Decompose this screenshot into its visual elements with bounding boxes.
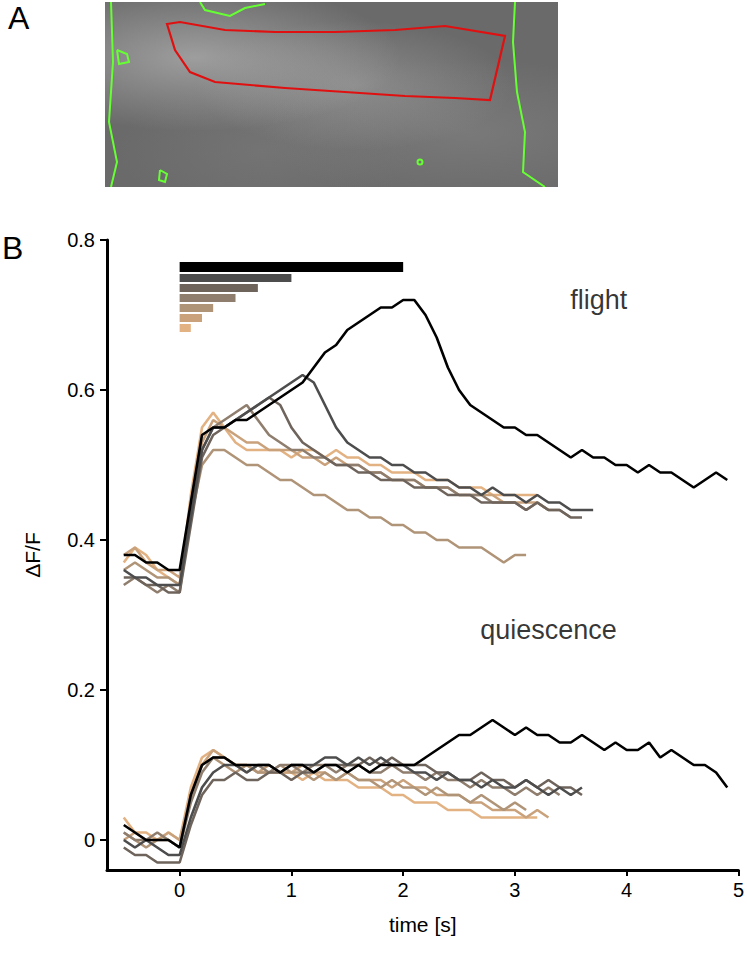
svg-text:0: 0 xyxy=(84,829,95,851)
svg-text:0: 0 xyxy=(174,879,185,901)
svg-text:5: 5 xyxy=(733,879,744,901)
svg-text:ΔF/F: ΔF/F xyxy=(21,532,44,578)
svg-text:0.6: 0.6 xyxy=(67,379,95,401)
svg-text:quiescence: quiescence xyxy=(480,615,617,645)
svg-text:time [s]: time [s] xyxy=(389,913,457,936)
svg-text:1: 1 xyxy=(286,879,297,901)
svg-text:0.4: 0.4 xyxy=(67,529,95,551)
svg-text:0.8: 0.8 xyxy=(67,229,95,251)
svg-text:2: 2 xyxy=(398,879,409,901)
html-text:B: B xyxy=(2,230,24,266)
svg-text:flight: flight xyxy=(570,285,628,315)
svg-text:4: 4 xyxy=(621,879,632,901)
html-text:A: A xyxy=(8,0,30,36)
svg-text:3: 3 xyxy=(509,879,520,901)
svg-text:0.2: 0.2 xyxy=(67,679,95,701)
